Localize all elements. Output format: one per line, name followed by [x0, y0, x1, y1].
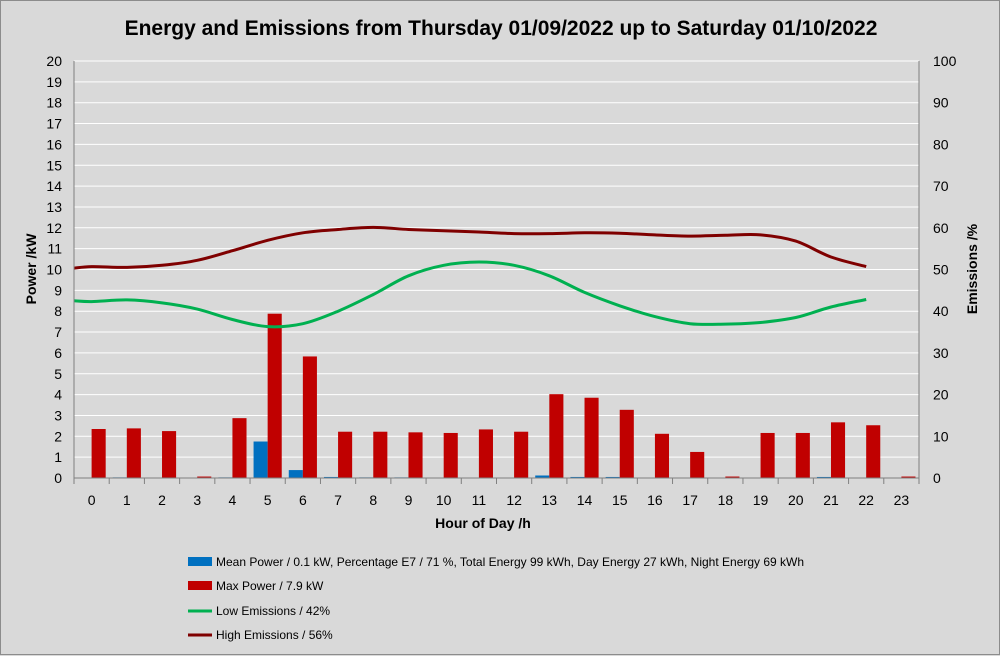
- low-emissions-line: [74, 262, 866, 327]
- y2-tick-label: 90: [933, 95, 949, 111]
- y-tick-label: 19: [46, 74, 62, 90]
- y2-tick-label: 100: [933, 53, 957, 69]
- x-tick-label: 22: [858, 492, 874, 508]
- legend-mean-power-label: Mean Power / 0.1 kW, Percentage E7 / 71 …: [216, 555, 804, 569]
- y2-tick-label: 80: [933, 136, 949, 152]
- legend-high-emissions-label: High Emissions / 56%: [216, 628, 333, 642]
- x-tick-label: 21: [823, 492, 839, 508]
- legend-mean-power-swatch: [188, 557, 212, 566]
- max-power-bar: [444, 433, 458, 478]
- x-tick-label: 14: [577, 492, 593, 508]
- legend-low-emissions-label: Low Emissions / 42%: [216, 604, 330, 618]
- y2-tick-label: 70: [933, 178, 949, 194]
- max-power-bar: [127, 428, 141, 478]
- max-power-bar: [514, 432, 528, 478]
- lines: [74, 227, 866, 326]
- y-tick-label: 17: [46, 116, 62, 132]
- y-tick-label: 0: [54, 470, 62, 486]
- x-tick-label: 4: [229, 492, 237, 508]
- x-tick-label: 7: [334, 492, 342, 508]
- y2-tick-label: 10: [933, 428, 949, 444]
- x-tick-label: 8: [369, 492, 377, 508]
- legend-max-power-label: Max Power / 7.9 kW: [216, 579, 324, 593]
- x-tick-label: 16: [647, 492, 663, 508]
- x-tick-label: 3: [193, 492, 201, 508]
- max-power-bar: [761, 433, 775, 478]
- y-tick-label: 3: [54, 407, 62, 423]
- x-tick-label: 6: [299, 492, 307, 508]
- y-tick-label: 10: [46, 262, 62, 278]
- x-tick-label: 12: [506, 492, 522, 508]
- max-power-bar: [338, 432, 352, 478]
- max-power-bar: [268, 314, 282, 478]
- max-power-bar: [162, 431, 176, 478]
- max-power-bar: [796, 433, 810, 478]
- max-power-bar: [690, 452, 704, 478]
- x-tick-label: 13: [542, 492, 558, 508]
- max-power-bar: [92, 429, 106, 478]
- y-tick-label: 4: [54, 387, 62, 403]
- mean-power-bar: [289, 470, 303, 478]
- y2-tick-label: 40: [933, 303, 949, 319]
- y2-tick-label: 50: [933, 262, 949, 278]
- y-tick-label: 20: [46, 53, 62, 69]
- max-power-bar: [866, 425, 880, 478]
- y-tick-label: 13: [46, 199, 62, 215]
- x-tick-label: 18: [718, 492, 734, 508]
- y2-tick-label: 20: [933, 387, 949, 403]
- y-tick-label: 6: [54, 345, 62, 361]
- max-power-bar: [831, 422, 845, 478]
- max-power-bar: [549, 394, 563, 478]
- bars: [92, 314, 916, 478]
- x-tick-label: 20: [788, 492, 804, 508]
- y-tick-label: 1: [54, 449, 62, 465]
- legend-max-power-swatch: [188, 581, 212, 590]
- y-axis-title: Power /kW: [23, 233, 39, 305]
- x-tick-label: 10: [436, 492, 452, 508]
- x-tick-label: 19: [753, 492, 769, 508]
- x-tick-label: 2: [158, 492, 166, 508]
- y-tick-label: 5: [54, 366, 62, 382]
- chart-title: Energy and Emissions from Thursday 01/09…: [125, 17, 878, 40]
- max-power-bar: [303, 356, 317, 478]
- y-tick-label: 18: [46, 95, 62, 111]
- y-tick-label: 11: [47, 241, 62, 257]
- mean-power-bar: [254, 442, 268, 478]
- legend: Mean Power / 0.1 kW, Percentage E7 / 71 …: [188, 555, 804, 642]
- max-power-bar: [479, 429, 493, 478]
- max-power-bar: [655, 434, 669, 478]
- max-power-bar: [373, 432, 387, 478]
- max-power-bar: [620, 410, 634, 478]
- x-axis-title: Hour of Day /h: [435, 515, 531, 531]
- max-power-bar: [585, 398, 599, 478]
- y-tick-label: 8: [54, 303, 62, 319]
- x-tick-label: 15: [612, 492, 628, 508]
- y2-axis-title: Emissions /%: [964, 223, 980, 314]
- y-tick-label: 16: [46, 136, 62, 152]
- axes: 0123456789101112131415161718192001020304…: [46, 53, 956, 508]
- y2-tick-label: 60: [933, 220, 949, 236]
- y-tick-label: 2: [54, 428, 62, 444]
- x-tick-label: 23: [894, 492, 910, 508]
- x-tick-label: 0: [88, 492, 96, 508]
- x-tick-label: 5: [264, 492, 272, 508]
- x-tick-label: 11: [472, 492, 487, 508]
- y2-tick-label: 30: [933, 345, 949, 361]
- max-power-bar: [408, 432, 422, 478]
- x-tick-label: 9: [405, 492, 413, 508]
- y-tick-label: 14: [46, 178, 62, 194]
- y2-tick-label: 0: [933, 470, 941, 486]
- y-tick-label: 9: [54, 282, 62, 298]
- x-tick-label: 17: [682, 492, 698, 508]
- max-power-bar: [232, 418, 246, 478]
- x-tick-label: 1: [123, 492, 131, 508]
- y-tick-label: 12: [46, 220, 62, 236]
- y-tick-label: 7: [54, 324, 62, 340]
- y-tick-label: 15: [46, 157, 62, 173]
